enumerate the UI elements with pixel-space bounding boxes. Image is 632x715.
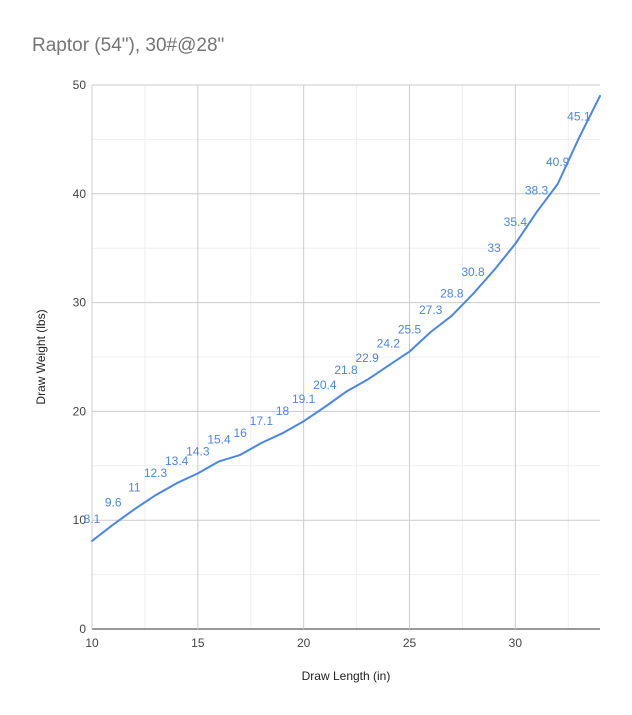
data-label: 19.1 [292,392,316,406]
x-tick-label: 10 [85,636,99,650]
chart-title: Raptor (54"), 30#@28" [32,35,224,56]
y-tick-label: 30 [73,296,87,310]
y-tick-label: 50 [73,78,87,92]
data-label: 27.3 [419,303,443,317]
data-label: 11 [128,480,141,494]
data-label: 15.4 [207,432,231,446]
data-label: 16 [233,426,247,440]
y-tick-label: 20 [73,404,87,418]
data-label: 8.1 [84,512,101,526]
data-label: 40.9 [546,155,570,169]
data-label: 22.9 [355,351,379,365]
y-tick-label: 40 [73,187,87,201]
x-tick-label: 15 [191,636,205,650]
data-label: 20.4 [313,378,337,392]
data-label: 45.1 [567,109,591,123]
data-label: 25.5 [398,323,422,337]
data-label: 30.8 [461,265,485,279]
data-label: 24.2 [377,337,401,351]
data-label: 9.6 [105,496,122,510]
data-label: 13.4 [165,454,189,468]
data-label: 14.3 [186,444,210,458]
series-line [91,94,601,542]
data-label: 17.1 [250,414,274,428]
data-label: 28.8 [440,287,464,301]
x-axis-ticks: 10 15 20 25 30 [85,636,522,650]
y-tick-label: 0 [79,622,86,636]
data-label: 18 [276,404,290,418]
grid-lines [91,84,600,630]
y-axis-label: Draw Weight (lbs) [34,309,48,404]
x-axis-label: Draw Length (in) [302,669,391,683]
data-label: 33 [487,241,501,255]
data-label: 35.4 [504,215,528,229]
y-tick-label: 10 [73,513,87,527]
x-tick-label: 25 [403,636,417,650]
data-label: 21.8 [334,363,358,377]
x-tick-label: 30 [509,636,523,650]
y-axis-ticks: 0 10 20 30 40 50 [73,78,87,636]
data-label: 12.3 [144,466,168,480]
x-tick-label: 20 [297,636,311,650]
data-label: 38.3 [525,183,549,197]
